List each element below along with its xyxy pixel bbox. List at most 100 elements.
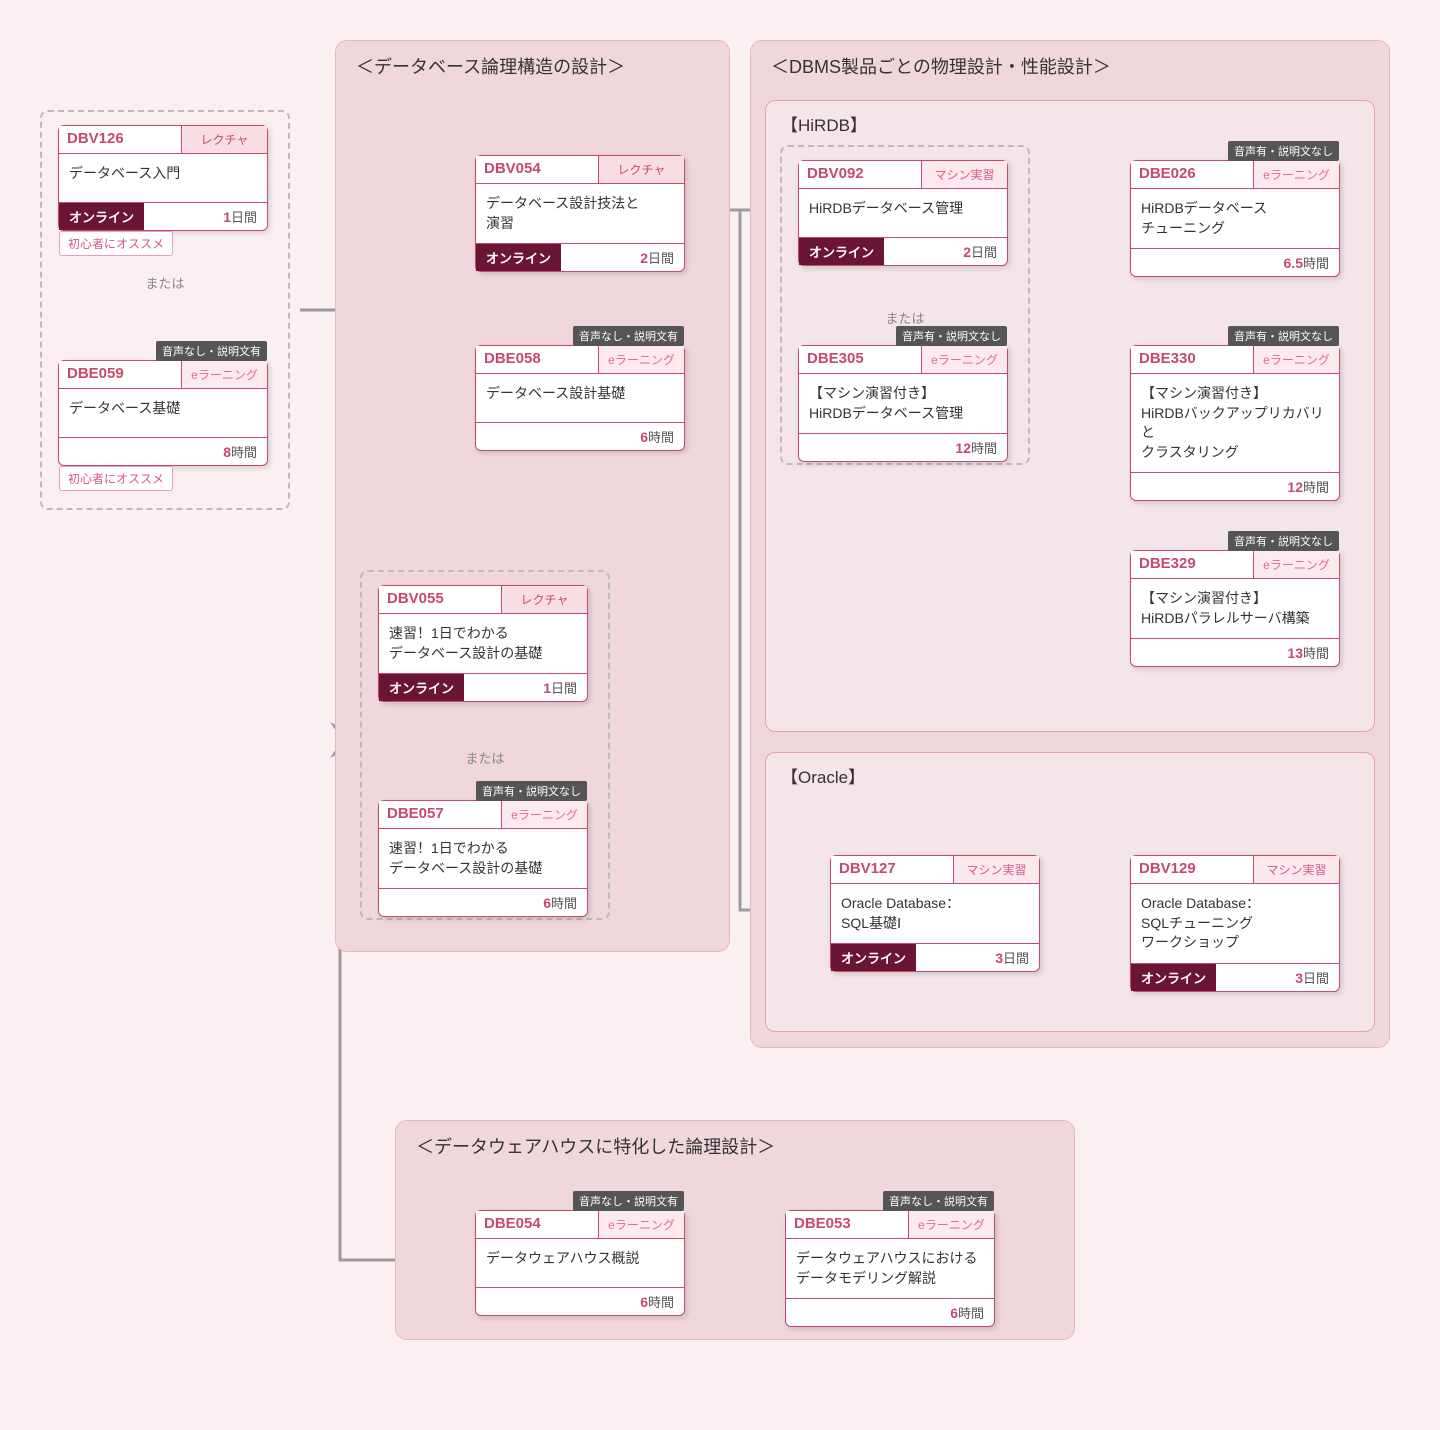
course-card-DBV126[interactable]: DBV126レクチャデータベース入門オンライン1日間初心者にオススメ xyxy=(58,125,268,231)
course-card-DBE053[interactable]: 音声なし・説明文有DBE053eラーニングデータウェアハウスにおけるデータモデリ… xyxy=(785,1210,995,1327)
course-title: データベース設計技法と演習 xyxy=(476,184,684,243)
course-card-DBE330[interactable]: 音声有・説明文なしDBE330eラーニング【マシン演習付き】HiRDBバックアッ… xyxy=(1130,345,1340,501)
duration: 6時間 xyxy=(630,423,684,450)
course-code: DBV092 xyxy=(799,161,922,189)
course-title: 【マシン演習付き】HiRDBバックアップリカバリとクラスタリング xyxy=(1131,374,1339,472)
online-badge: オンライン xyxy=(59,203,144,230)
online-badge: オンライン xyxy=(379,674,464,701)
course-code: DBE057 xyxy=(379,801,502,829)
course-type: eラーニング xyxy=(182,361,267,389)
course-code: DBE330 xyxy=(1131,346,1254,374)
online-badge: オンライン xyxy=(1131,964,1216,991)
course-type: マシン実習 xyxy=(954,856,1039,884)
course-title: Oracle Database：SQL基礎Ⅰ xyxy=(831,884,1039,943)
course-title: 【マシン演習付き】HiRDBパラレルサーバ構築 xyxy=(1131,579,1339,638)
online-badge: オンライン xyxy=(476,244,561,271)
course-type: マシン実習 xyxy=(922,161,1007,189)
course-code: DBE329 xyxy=(1131,551,1254,579)
course-card-DBV129[interactable]: DBV129マシン実習Oracle Database：SQLチューニングワークシ… xyxy=(1130,855,1340,992)
duration: 12時間 xyxy=(1277,473,1339,500)
audio-tag: 音声なし・説明文有 xyxy=(156,341,267,361)
course-type: eラーニング xyxy=(909,1211,994,1239)
course-title: HiRDBデータベース管理 xyxy=(799,189,1007,237)
duration: 6.5時間 xyxy=(1274,249,1339,276)
course-type: レクチャ xyxy=(599,156,684,184)
section-title: ＜データベース論理構造の設計＞ xyxy=(356,53,625,79)
course-title: 速習！1日でわかるデータベース設計の基礎 xyxy=(379,614,587,673)
audio-tag: 音声有・説明文なし xyxy=(1228,326,1339,346)
duration: 6時間 xyxy=(533,889,587,916)
course-code: DBV055 xyxy=(379,586,502,614)
duration: 3日間 xyxy=(985,944,1039,971)
course-title: データウェアハウス概説 xyxy=(476,1239,684,1287)
course-card-DBE057[interactable]: 音声有・説明文なしDBE057eラーニング速習！1日でわかるデータベース設計の基… xyxy=(378,800,588,917)
audio-tag: 音声なし・説明文有 xyxy=(883,1191,994,1211)
course-code: DBV129 xyxy=(1131,856,1254,884)
duration: 3日間 xyxy=(1285,964,1339,991)
course-title: データウェアハウスにおけるデータモデリング解説 xyxy=(786,1239,994,1298)
course-code: DBV126 xyxy=(59,126,182,154)
duration: 2日間 xyxy=(953,238,1007,265)
section-title: ＜データウェアハウスに特化した論理設計＞ xyxy=(416,1133,775,1159)
course-title: データベース基礎 xyxy=(59,389,267,437)
course-card-DBV055[interactable]: DBV055レクチャ速習！1日でわかるデータベース設計の基礎オンライン 1日間 xyxy=(378,585,588,702)
duration: 1日間 xyxy=(213,203,267,230)
duration: 13時間 xyxy=(1277,639,1339,666)
course-card-DBE329[interactable]: 音声有・説明文なしDBE329eラーニング【マシン演習付き】HiRDBパラレルサ… xyxy=(1130,550,1340,667)
duration: 6時間 xyxy=(630,1288,684,1315)
audio-tag: 音声有・説明文なし xyxy=(1228,531,1339,551)
course-type: マシン実習 xyxy=(1254,856,1339,884)
course-type: レクチャ xyxy=(502,586,587,614)
course-card-DBE059[interactable]: 音声なし・説明文有DBE059eラーニングデータベース基礎8時間初心者にオススメ xyxy=(58,360,268,466)
duration: 12時間 xyxy=(945,434,1007,461)
course-title: HiRDBデータベースチューニング xyxy=(1131,189,1339,248)
course-card-DBV092[interactable]: DBV092マシン実習HiRDBデータベース管理オンライン 2日間 xyxy=(798,160,1008,266)
course-title: データベース設計基礎 xyxy=(476,374,684,422)
course-code: DBE305 xyxy=(799,346,922,374)
course-code: DBE026 xyxy=(1131,161,1254,189)
course-title: データベース入門 xyxy=(59,154,267,202)
audio-tag: 音声有・説明文なし xyxy=(1228,141,1339,161)
course-code: DBE058 xyxy=(476,346,599,374)
subsection-title: 【HiRDB】 xyxy=(781,111,867,136)
duration: 6時間 xyxy=(940,1299,994,1326)
or-label: または xyxy=(780,308,1030,327)
course-code: DBE053 xyxy=(786,1211,909,1239)
course-card-DBE054[interactable]: 音声なし・説明文有DBE054eラーニングデータウェアハウス概説6時間 xyxy=(475,1210,685,1316)
audio-tag: 音声有・説明文なし xyxy=(896,326,1007,346)
online-badge: オンライン xyxy=(831,944,916,971)
course-card-DBE305[interactable]: 音声有・説明文なしDBE305eラーニング【マシン演習付き】HiRDBデータベー… xyxy=(798,345,1008,462)
course-type: eラーニング xyxy=(599,1211,684,1239)
course-code: DBE059 xyxy=(59,361,182,389)
or-label: または xyxy=(40,273,290,292)
audio-tag: 音声有・説明文なし xyxy=(476,781,587,801)
course-type: eラーニング xyxy=(922,346,1007,374)
audio-tag: 音声なし・説明文有 xyxy=(573,1191,684,1211)
course-card-DBE026[interactable]: 音声有・説明文なしDBE026eラーニングHiRDBデータベースチューニング6.… xyxy=(1130,160,1340,277)
duration: 8時間 xyxy=(213,438,267,465)
course-card-DBV054[interactable]: DBV054レクチャデータベース設計技法と演習オンライン 2日間 xyxy=(475,155,685,272)
course-type: eラーニング xyxy=(1254,551,1339,579)
course-code: DBV054 xyxy=(476,156,599,184)
duration: 2日間 xyxy=(630,244,684,271)
course-title: Oracle Database：SQLチューニングワークショップ xyxy=(1131,884,1339,963)
course-card-DBE058[interactable]: 音声なし・説明文有DBE058eラーニングデータベース設計基礎6時間 xyxy=(475,345,685,451)
course-title: 【マシン演習付き】HiRDBデータベース管理 xyxy=(799,374,1007,433)
recommend-tag: 初心者にオススメ xyxy=(59,231,173,256)
course-code: DBE054 xyxy=(476,1211,599,1239)
course-title: 速習！1日でわかるデータベース設計の基礎 xyxy=(379,829,587,888)
audio-tag: 音声なし・説明文有 xyxy=(573,326,684,346)
course-type: eラーニング xyxy=(502,801,587,829)
section-title: ＜DBMS製品ごとの物理設計・性能設計＞ xyxy=(771,53,1111,79)
course-card-DBV127[interactable]: DBV127マシン実習Oracle Database：SQL基礎Ⅰオンライン 3日… xyxy=(830,855,1040,972)
course-type: eラーニング xyxy=(1254,161,1339,189)
or-label: または xyxy=(360,748,610,767)
duration: 1日間 xyxy=(533,674,587,701)
course-code: DBV127 xyxy=(831,856,954,884)
course-type: eラーニング xyxy=(1254,346,1339,374)
course-type: eラーニング xyxy=(599,346,684,374)
course-type: レクチャ xyxy=(182,126,267,154)
subsection-title: 【Oracle】 xyxy=(781,763,865,788)
recommend-tag: 初心者にオススメ xyxy=(59,466,173,491)
online-badge: オンライン xyxy=(799,238,884,265)
